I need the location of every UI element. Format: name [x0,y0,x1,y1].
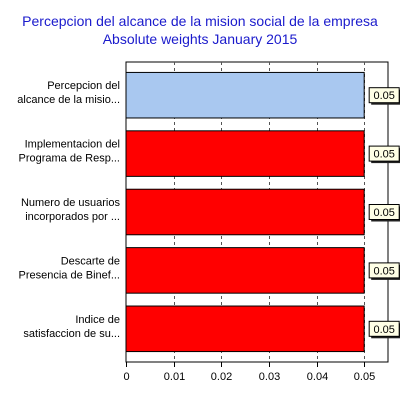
category-label: Percepcion del [47,80,120,92]
chart-title: Percepcion del alcance de la mision soci… [22,13,378,29]
data-label: 0.05 [373,149,394,161]
x-tick-label: 0.03 [259,371,280,383]
data-label: 0.05 [373,90,394,102]
data-label: 0.05 [373,265,394,277]
category-label: Descarte de [61,255,120,267]
category-label: Presencia de Binef... [18,269,120,281]
category-label: Implementacion del [25,139,120,151]
data-label: 0.05 [373,207,394,219]
category-label: incorporados por ... [25,211,120,223]
category-label: Indice de [75,314,120,326]
x-tick-label: 0.01 [164,371,185,383]
bar [125,130,365,177]
data-label-box [368,320,400,337]
data-label-box [368,87,400,104]
category-label: Programa de Resp... [19,153,121,165]
bar [125,188,365,236]
category-label: satisfaccion de su... [23,328,120,340]
data-label-box [368,145,400,162]
category-label: alcance de la misio... [17,94,120,106]
bar [125,71,365,119]
bar [125,305,365,353]
x-tick-label: 0.04 [307,371,328,383]
x-tick-label: 0.02 [211,371,232,383]
bar [125,247,365,294]
x-tick-label: 0 [123,371,129,383]
data-label: 0.05 [373,324,394,336]
data-label-box [368,262,400,279]
chart-subtitle: Absolute weights January 2015 [102,31,298,47]
x-tick-label: 0.05 [354,371,375,383]
category-label: Numero de usuarios [21,197,121,209]
data-label-box [368,204,400,220]
